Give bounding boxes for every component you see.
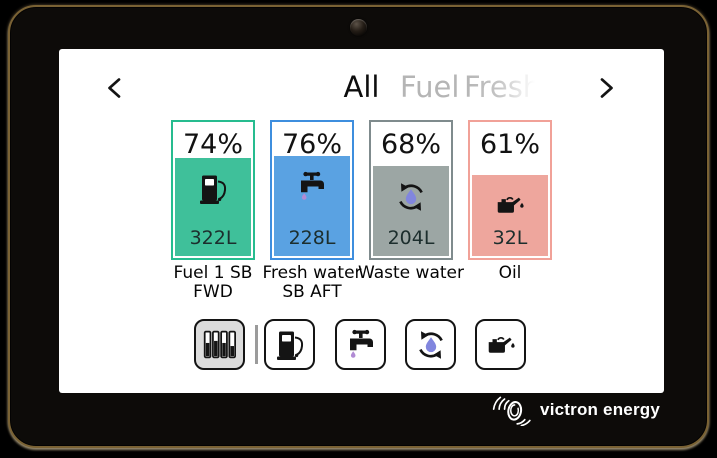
tank-fill-level [472,175,548,256]
tank-filter-bar [59,319,664,370]
filter-button-waste-water[interactable] [405,319,456,370]
tank-name-label: Fuel 1 SB FWD [173,263,253,302]
chevron-right-icon[interactable] [599,77,615,99]
tank-percent: 68% [380,129,441,160]
tank-levels-icon [203,330,236,359]
filter-button-fuel[interactable] [264,319,315,370]
tab-fresh[interactable]: Fresh [464,70,542,104]
fuel-pump-icon [199,174,227,206]
tank-volume: 228L [288,227,336,249]
tank-percent: 74% [182,129,243,160]
tank-card-fresh-water-sb-aft[interactable]: 76% 228L [270,120,354,260]
tank-name-label: Oil [498,263,522,283]
tank-volume: 32L [492,227,528,249]
filter-button-fresh-water[interactable] [335,319,386,370]
filter-button-all-tanks[interactable] [194,319,245,370]
camera-dot [350,19,367,36]
tank-name-label: Waste water [358,263,464,283]
tank-fill-level [373,166,449,256]
tab-fuel[interactable]: Fuel [400,70,460,104]
chevron-left-icon[interactable] [106,77,122,99]
tanks-row: 74% 322L Fuel 1 SB FWD 76% [59,120,664,302]
tank-card-oil[interactable]: 61% 32L [468,120,552,260]
fuel-pump-icon [275,330,303,361]
recycle-arrows-icon [399,182,423,213]
water-tap-icon [301,171,324,200]
touch-screen: All Fuel Fresh 74% 322L Fuel 1 SB FWD [59,49,664,393]
tank-percent: 61% [479,129,540,160]
recycle-arrows-icon [418,329,443,360]
tank-fill-level [175,158,251,256]
victron-logo: victron energy [491,394,660,426]
filter-divider [255,325,258,364]
tank-column-fresh-water: 76% 228L Fresh water SB AFT [262,120,362,302]
tank-name-label: Fresh water SB AFT [262,263,362,302]
tank-column-fuel: 74% 322L Fuel 1 SB FWD [171,120,255,302]
filter-button-oil[interactable] [475,319,526,370]
tank-column-waste-water: 68% 204L Waste water [358,120,464,302]
tab-all[interactable]: All [343,70,380,104]
tank-volume: 204L [387,227,435,249]
tank-card-waste-water[interactable]: 68% 204L [369,120,453,260]
oil-can-icon [496,197,525,215]
tank-fill-level [274,155,350,256]
water-tap-icon [349,329,373,358]
victron-swirl-icon [492,396,531,426]
tank-volume: 322L [189,227,237,249]
tank-column-oil: 61% 32L Oil [468,120,552,302]
gx-touch-device: All Fuel Fresh 74% 322L Fuel 1 SB FWD [8,5,709,448]
oil-can-icon [487,336,515,354]
tank-card-fuel-1-sb-fwd[interactable]: 74% 322L [171,120,255,260]
tank-percent: 76% [281,129,342,160]
brand-name: victron energy [540,400,660,419]
